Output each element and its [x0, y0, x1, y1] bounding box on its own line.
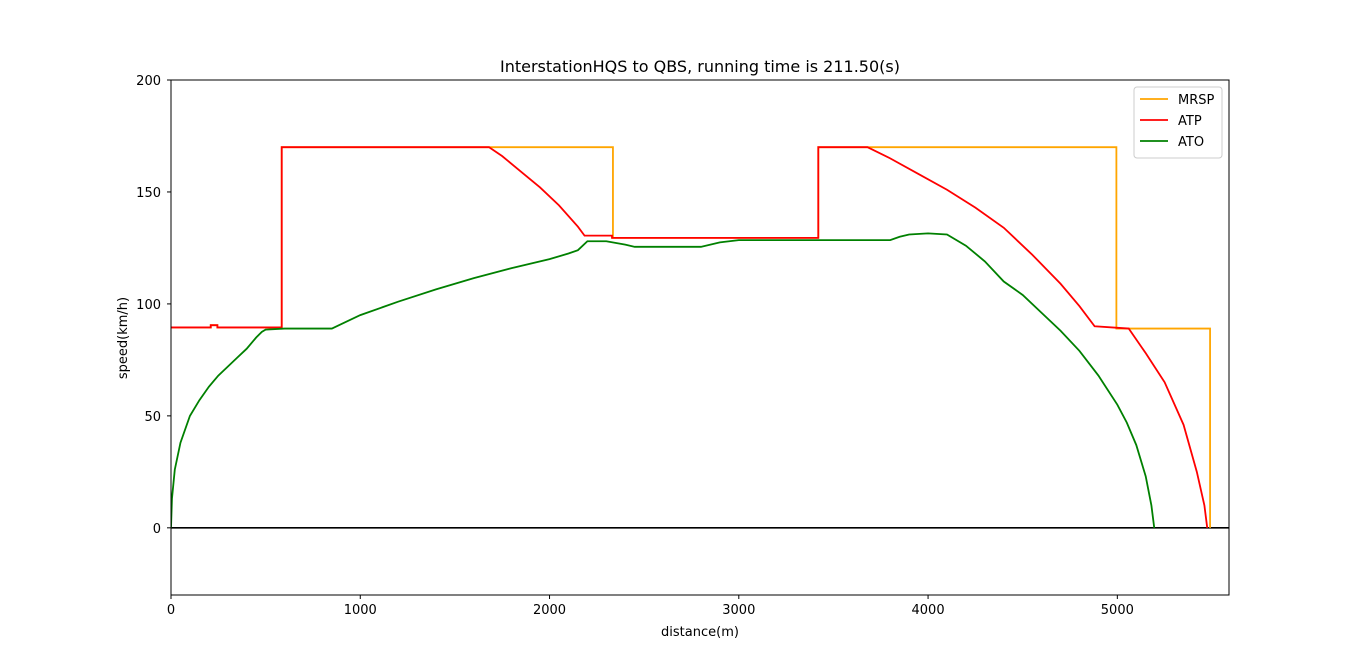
x-tick-label: 0 — [167, 603, 175, 618]
x-tick-label: 3000 — [722, 603, 755, 618]
y-axis-ticks: 0 50 100 150 200 — [136, 74, 171, 537]
y-tick-label: 200 — [136, 74, 161, 89]
legend-label-ato: ATO — [1178, 135, 1204, 150]
series-line-ato — [171, 232, 1156, 528]
x-axis-ticks: 0 1000 2000 3000 4000 5000 — [167, 595, 1134, 618]
axes-frame — [170, 79, 1230, 596]
x-tick-label: 1000 — [344, 603, 377, 618]
y-tick-label: 100 — [136, 298, 161, 313]
x-tick-label: 2000 — [533, 603, 566, 618]
plot-area — [171, 146, 1229, 529]
legend: MRSP ATP ATO — [1133, 86, 1223, 159]
x-tick-label: 4000 — [912, 603, 945, 618]
chart-title: InterstationHQS to QBS, running time is … — [500, 57, 900, 76]
legend-label-mrsp: MRSP — [1178, 93, 1215, 108]
x-axis-label: distance(m) — [661, 625, 739, 640]
x-tick-label: 5000 — [1101, 603, 1134, 618]
legend-label-atp: ATP — [1178, 114, 1202, 129]
y-tick-label: 0 — [153, 522, 161, 537]
y-axis-label: speed(km/h) — [116, 297, 131, 379]
y-tick-label: 50 — [144, 410, 161, 425]
series-line-atp — [171, 146, 1209, 528]
y-tick-label: 150 — [136, 186, 161, 201]
